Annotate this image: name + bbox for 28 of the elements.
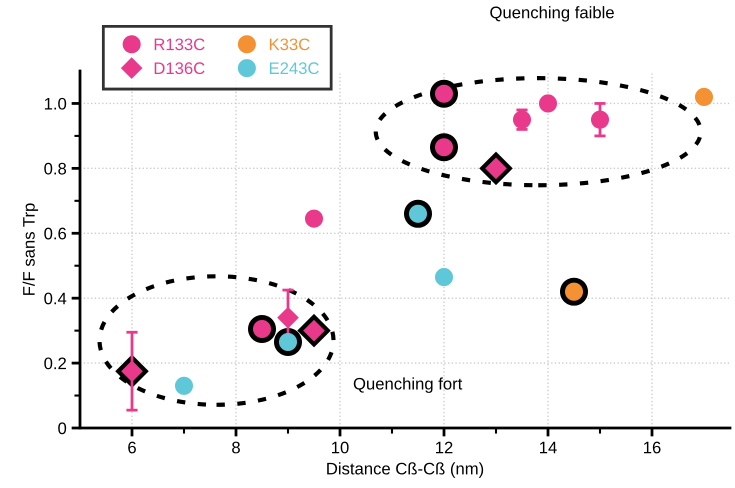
legend-label: D136C: [154, 62, 205, 74]
point: [694, 88, 714, 106]
y-tick-label: 0.6: [44, 228, 66, 240]
text: Quenching faible: [490, 6, 614, 22]
legend-label: E243C: [270, 62, 319, 74]
y-tick-label: 0: [58, 422, 66, 434]
point: [512, 110, 532, 129]
legend-label: K33C: [270, 38, 310, 50]
y-tick-label: 0.2: [44, 357, 66, 370]
x-tick-label: 8: [232, 442, 240, 454]
y-tick-label: 0.8: [44, 162, 66, 175]
y-tick-label: 1.0: [44, 98, 66, 110]
x-tick-label: 16: [644, 442, 661, 454]
point: [590, 110, 610, 129]
point: [538, 94, 558, 112]
y-axis-title: F/F sans Trp: [22, 203, 38, 295]
x-tick-label: 14: [540, 442, 557, 454]
y-tick-label: 0.4: [44, 292, 66, 304]
legend-label: R133C: [154, 38, 205, 50]
x-tick-label: 12: [436, 442, 452, 454]
point: [277, 306, 299, 328]
point: [304, 210, 324, 228]
x-tick-label: 10: [332, 442, 349, 454]
point: [434, 268, 454, 286]
x-axis-title: Distance Cß-Cß (nm): [327, 462, 484, 478]
point: [174, 376, 194, 395]
annotation: Quenching fort: [354, 377, 462, 393]
x-tick-label: 6: [128, 442, 136, 454]
